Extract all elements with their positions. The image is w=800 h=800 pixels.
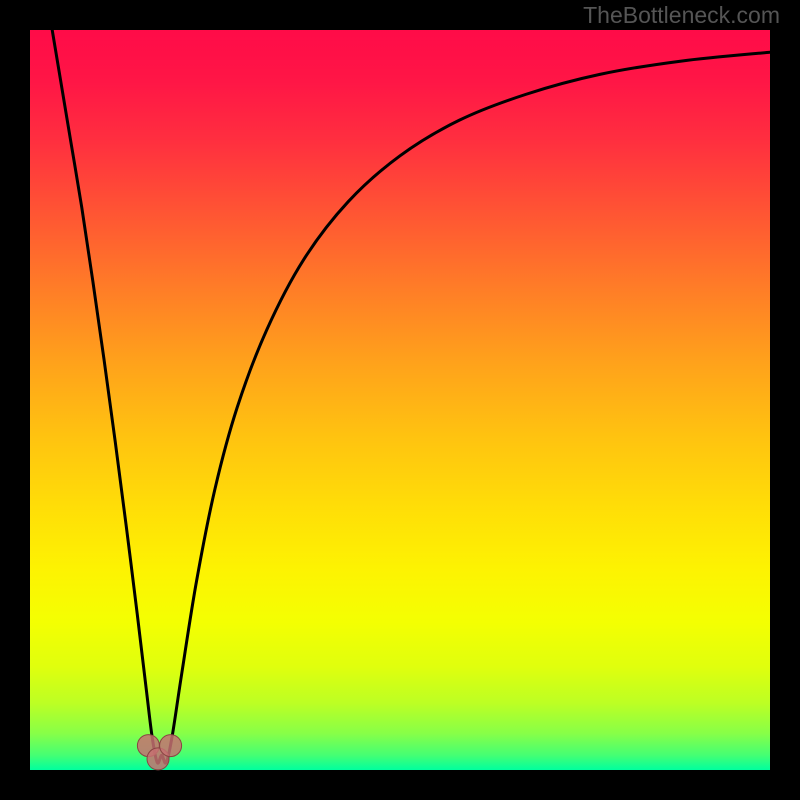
chart-svg	[0, 0, 800, 800]
dip-marker	[160, 735, 182, 757]
chart-container: TheBottleneck.com	[0, 0, 800, 800]
watermark-text: TheBottleneck.com	[583, 2, 780, 29]
gradient-background	[30, 30, 770, 770]
